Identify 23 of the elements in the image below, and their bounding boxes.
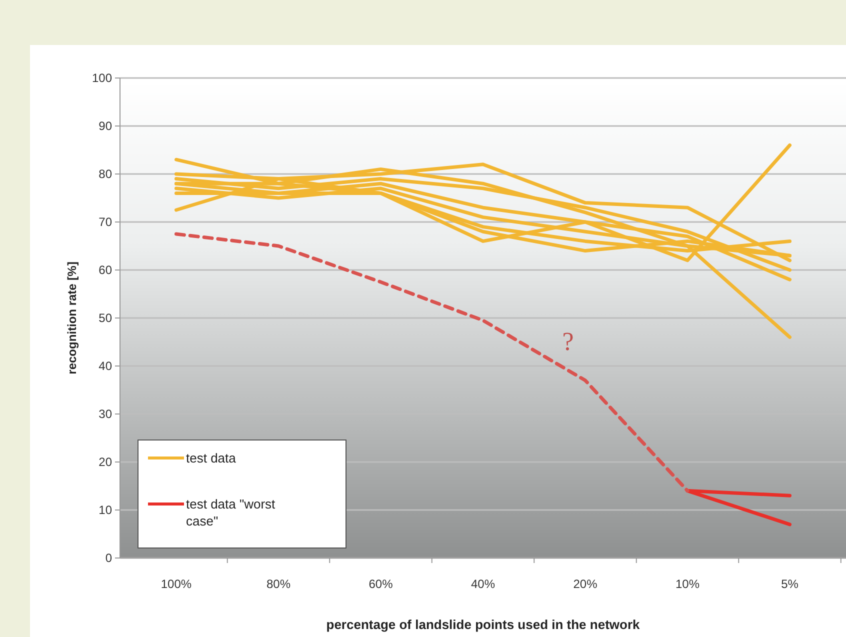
y-tick-label: 80	[98, 167, 112, 182]
x-tick-label: 5%	[781, 577, 799, 591]
y-tick-label: 20	[98, 455, 112, 470]
y-tick-label: 40	[98, 359, 112, 374]
x-tick-label: 10%	[675, 577, 700, 591]
legend-label: test data "worst case"	[186, 496, 276, 528]
x-tick-label: 100%	[160, 577, 192, 591]
y-axis-title: recognition rate [%]	[65, 262, 79, 374]
y-tick-label: 60	[98, 263, 112, 278]
x-tick-label: 60%	[368, 577, 394, 591]
x-tick-label: 20%	[573, 577, 598, 591]
y-tick-label: 90	[98, 119, 112, 134]
x-tick-label: 80%	[266, 577, 291, 591]
y-tick-label: 0	[105, 551, 112, 566]
y-tick-label: 10	[98, 503, 112, 518]
y-tick-label: 100	[92, 71, 112, 86]
y-tick-label: 50	[98, 311, 112, 326]
y-tick-label: 70	[98, 215, 112, 230]
x-tick-label: 40%	[470, 577, 496, 591]
x-axis-title: percentage of landslide points used in the network	[326, 617, 641, 632]
y-tick-label: 30	[98, 407, 112, 422]
annotation: ?	[562, 327, 574, 356]
legend-label: test data	[186, 450, 237, 466]
